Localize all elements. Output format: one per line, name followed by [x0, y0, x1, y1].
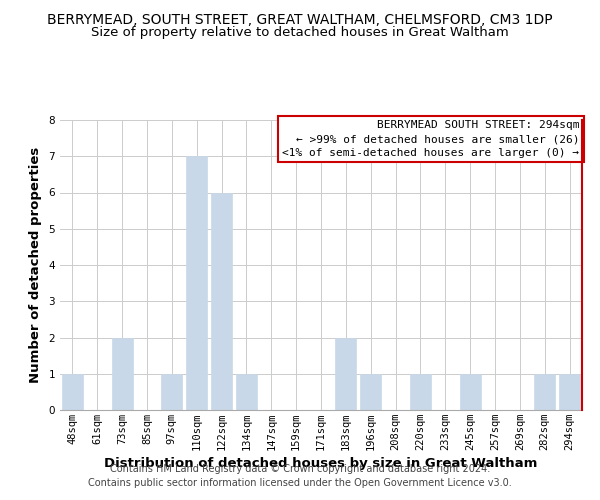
Bar [211, 192, 232, 410]
Bar [360, 374, 381, 410]
Bar [410, 374, 431, 410]
Bar [112, 338, 133, 410]
Bar [161, 374, 182, 410]
Bar [236, 374, 257, 410]
Text: Contains HM Land Registry data © Crown copyright and database right 2024.
Contai: Contains HM Land Registry data © Crown c… [88, 464, 512, 487]
Bar [62, 374, 83, 410]
X-axis label: Distribution of detached houses by size in Great Waltham: Distribution of detached houses by size … [104, 457, 538, 470]
Bar [335, 338, 356, 410]
Bar [559, 374, 580, 410]
Text: Size of property relative to detached houses in Great Waltham: Size of property relative to detached ho… [91, 26, 509, 39]
Bar [534, 374, 555, 410]
Y-axis label: Number of detached properties: Number of detached properties [29, 147, 41, 383]
Text: BERRYMEAD, SOUTH STREET, GREAT WALTHAM, CHELMSFORD, CM3 1DP: BERRYMEAD, SOUTH STREET, GREAT WALTHAM, … [47, 12, 553, 26]
Bar [186, 156, 207, 410]
Bar [460, 374, 481, 410]
Text: BERRYMEAD SOUTH STREET: 294sqm
← >99% of detached houses are smaller (26)
<1% of: BERRYMEAD SOUTH STREET: 294sqm ← >99% of… [283, 120, 580, 158]
